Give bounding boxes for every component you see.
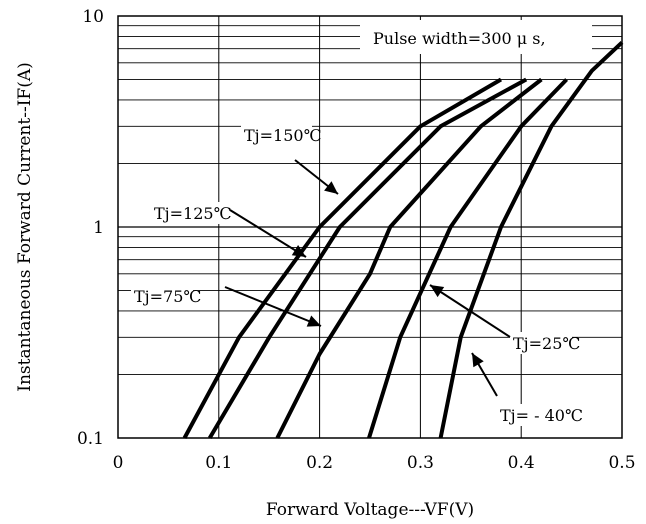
y-tick-label: 10 — [82, 7, 104, 27]
annotation-label-background — [151, 202, 222, 224]
annotation-label-background — [241, 124, 312, 146]
note-background — [360, 20, 592, 54]
x-axis-title: Forward Voltage---VF(V) — [266, 500, 474, 520]
curve-line — [367, 78, 569, 439]
y-axis-title: Instantaneous Forward Current--IF(A) — [15, 62, 35, 392]
pulse-width-note: Pulse width=300 μ s, — [360, 20, 592, 54]
annotation-label-background — [131, 285, 193, 307]
annotation-label-background — [510, 332, 572, 354]
annotation-arrowhead — [472, 353, 484, 368]
grid-lines — [118, 16, 622, 438]
annotation-arrow-line — [229, 209, 307, 258]
x-tick-label: 0.2 — [306, 453, 333, 473]
annotation-label: Tj= - 40℃ — [500, 406, 583, 425]
curve-labels: Tj=150℃ Tj=125℃ Tj=75℃ Tj=25℃ Tj= - 40℃ — [131, 124, 586, 426]
annotation-arrowhead — [291, 245, 306, 257]
annotation-arrow-line — [429, 284, 511, 338]
x-tick-label: 0.3 — [407, 453, 434, 473]
annotation-label: Tj=125℃ — [154, 204, 231, 223]
x-tick-label: 0.4 — [508, 453, 535, 473]
x-tick-label: 0 — [113, 453, 124, 473]
curve-line — [182, 77, 503, 439]
annotation-arrowhead — [430, 285, 445, 298]
x-tick-label: 0.1 — [205, 453, 232, 473]
y-tick-label: 1 — [93, 218, 104, 238]
annotation-label: Tj=25℃ — [513, 334, 580, 353]
annotation-label: Tj=75℃ — [134, 287, 201, 306]
curve-series — [182, 40, 624, 440]
annotation-arrow-line — [224, 286, 322, 327]
annotation-label-background — [497, 404, 586, 426]
curve-line — [275, 77, 543, 439]
x-tick-label: 0.5 — [608, 453, 635, 473]
note-text: Pulse width=300 μ s, — [373, 29, 546, 48]
annotation-label: Tj=150℃ — [244, 126, 321, 145]
axis-ticks: 0 0.1 0.2 0.3 0.4 0.5 0.1 1 10 — [77, 7, 636, 473]
y-tick-label: 0.1 — [77, 429, 104, 449]
curve-line — [438, 40, 624, 439]
curve-line — [207, 77, 528, 440]
annotation-arrowhead — [324, 181, 338, 194]
annotation-arrowhead — [306, 315, 321, 327]
